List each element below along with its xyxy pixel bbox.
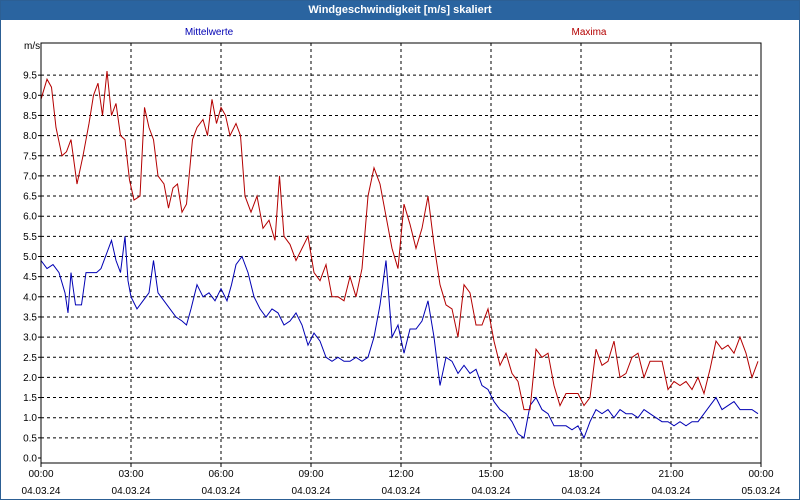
x-tick-date-label: 04.03.24 [112, 486, 151, 497]
x-axis: 00:00 04.03.24 03:00 04.03.24 06:00 04.03.24 0… [22, 463, 781, 497]
y-tick-label: 4.0 [23, 292, 37, 303]
x-tick-time-label: 06:00 [208, 469, 233, 480]
x-tick-date-label: 04.03.24 [202, 486, 241, 497]
x-tick-date-label: 04.03.24 [562, 486, 601, 497]
y-tick-label: 2.5 [23, 353, 37, 364]
y-tick-label: 5.0 [23, 252, 37, 263]
y-tick-label: 0.0 [23, 454, 37, 465]
x-tick-time-label: 03:00 [118, 469, 143, 480]
grid [41, 43, 761, 463]
x-tick-time-label: 00:00 [748, 469, 773, 480]
x-tick-date-label: 04.03.24 [292, 486, 331, 497]
y-tick-label: 7.0 [23, 171, 37, 182]
legend-mittelwerte: Mittelwerte [185, 27, 234, 38]
y-tick-label: 0.5 [23, 433, 37, 444]
y-tick-label: 3.0 [23, 333, 37, 344]
y-tick-label: 6.0 [23, 212, 37, 223]
y-tick-label: 4.5 [23, 272, 37, 283]
y-tick-label: 9.5 [23, 71, 37, 82]
x-tick-time-label: 21:00 [658, 469, 683, 480]
x-tick-time-label: 09:00 [298, 469, 323, 480]
series-line-mittelwerte [40, 236, 759, 440]
y-tick-label: 1.5 [23, 393, 37, 404]
series-line-maxima [40, 71, 759, 411]
y-tick-label: 5.5 [23, 232, 37, 243]
x-tick-time-label: 12:00 [388, 469, 413, 480]
x-tick-date-label: 04.03.24 [382, 486, 421, 497]
chart-title: Windgeschwindigkeit [m/s] skaliert [1, 1, 799, 20]
y-tick-label: 6.5 [23, 192, 37, 203]
y-tick-label: 2.0 [23, 373, 37, 384]
x-tick-time-label: 18:00 [568, 469, 593, 480]
y-tick-label: 9.0 [23, 91, 37, 102]
y-tick-label: 1.0 [23, 413, 37, 424]
x-tick-date-label: 04.03.24 [22, 486, 61, 497]
y-axis-label: m/s [24, 41, 40, 52]
y-axis: 0.0 0.5 1.0 1.5 2.0 2.5 3.0 3.5 4.0 4.5 5.0 5.5 6.0 6… [23, 71, 41, 465]
y-tick-label: 8.0 [23, 131, 37, 142]
x-tick-time-label: 00:00 [28, 469, 53, 480]
y-tick-label: 7.5 [23, 151, 37, 162]
y-tick-label: 3.5 [23, 312, 37, 323]
x-tick-date-label: 04.03.24 [472, 486, 511, 497]
series-layer [40, 71, 759, 440]
y-tick-label: 8.5 [23, 111, 37, 122]
legend-maxima: Maxima [571, 27, 606, 38]
x-tick-date-label: 05.03.24 [742, 486, 781, 497]
x-tick-time-label: 15:00 [478, 469, 503, 480]
x-tick-date-label: 04.03.24 [652, 486, 691, 497]
